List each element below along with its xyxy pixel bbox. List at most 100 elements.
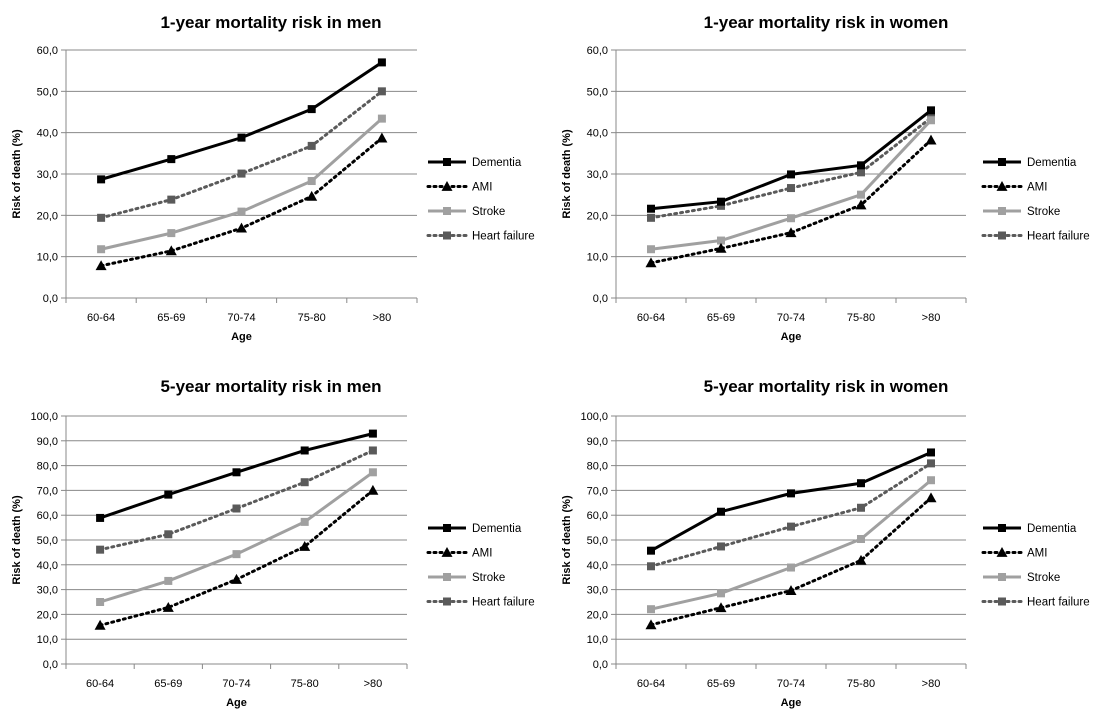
legend-entry-dementia: Dementia xyxy=(983,523,1077,535)
data-point-dementia xyxy=(96,513,105,522)
y-axis-label: Risk of death (%) xyxy=(11,495,23,585)
series-stroke xyxy=(647,476,935,614)
series-dementia xyxy=(647,448,935,555)
x-axis-label: Age xyxy=(231,331,252,343)
y-tick-label: 60,0 xyxy=(587,45,608,57)
legend-swatch-marker xyxy=(998,158,1006,166)
legend-label: Heart failure xyxy=(1027,231,1090,243)
data-point-ami xyxy=(236,222,247,233)
data-point-heart-failure xyxy=(647,562,655,571)
data-point-heart-failure xyxy=(368,446,377,455)
legend-swatch-marker xyxy=(998,231,1006,240)
data-point-stroke xyxy=(717,589,725,598)
data-point-heart-failure xyxy=(96,545,105,554)
y-tick-label: 50,0 xyxy=(37,535,58,547)
data-point-stroke xyxy=(927,116,935,125)
data-point-ami xyxy=(645,257,657,268)
legend-swatch-marker xyxy=(443,597,451,606)
x-tick-label: 60-64 xyxy=(637,312,665,324)
data-point-dementia xyxy=(368,429,377,438)
data-point-dementia xyxy=(787,170,795,179)
data-point-ami xyxy=(162,601,174,612)
legend-entry-stroke: Stroke xyxy=(983,206,1060,218)
data-point-dementia xyxy=(647,546,655,555)
x-tick-label: 65-69 xyxy=(154,678,182,690)
legend-entry-stroke: Stroke xyxy=(983,572,1060,584)
data-point-stroke xyxy=(787,563,795,572)
data-point-stroke xyxy=(787,214,795,223)
legend-label: AMI xyxy=(472,548,492,560)
legend-swatch-marker xyxy=(443,231,451,240)
y-tick-label: 0,0 xyxy=(593,659,608,671)
legend-entry-heart-failure: Heart failure xyxy=(426,231,535,243)
chart-1-year-mortality-risk-in-men: 1-year mortality risk in men 0,0 10,0 20,0 3… xyxy=(11,13,535,343)
data-point-ami xyxy=(95,260,107,271)
legend-swatch-marker xyxy=(996,181,1008,191)
data-point-stroke xyxy=(164,576,173,585)
data-point-dementia xyxy=(97,175,106,184)
series-heart-failure xyxy=(647,459,935,571)
data-point-dementia xyxy=(717,197,725,206)
y-tick-label: 40,0 xyxy=(37,560,58,572)
data-point-dementia xyxy=(307,105,316,114)
data-point-ami xyxy=(715,602,727,613)
data-point-heart-failure xyxy=(307,141,316,150)
legend-swatch-marker xyxy=(998,597,1006,606)
y-tick-label: 50,0 xyxy=(587,535,608,547)
series-stroke xyxy=(97,114,386,254)
legend-swatch-marker xyxy=(443,207,451,215)
legend-label: Dementia xyxy=(472,157,522,169)
y-tick-label: 20,0 xyxy=(37,609,58,621)
x-tick-label: 65-69 xyxy=(707,678,735,690)
y-tick-label: 60,0 xyxy=(37,45,58,57)
legend-label: Stroke xyxy=(1027,206,1060,218)
x-tick-label: >80 xyxy=(373,312,392,324)
chart-title: 5-year mortality risk in women xyxy=(704,377,949,396)
chart-1-year-mortality-risk-in-women: 1-year mortality risk in women 0,0 10,0 20,… xyxy=(561,13,1090,343)
data-point-dementia xyxy=(717,507,725,516)
data-point-stroke xyxy=(97,245,106,254)
x-tick-label: >80 xyxy=(364,678,383,690)
legend-label: Heart failure xyxy=(472,231,535,243)
data-point-dementia xyxy=(232,468,241,477)
series-ami xyxy=(95,132,388,271)
data-point-ami xyxy=(231,573,242,584)
series-ami xyxy=(94,484,379,630)
legend-swatch-marker xyxy=(998,207,1006,215)
legend-entry-dementia: Dementia xyxy=(428,157,522,169)
chart-title: 1-year mortality risk in men xyxy=(160,13,381,32)
data-point-stroke xyxy=(857,190,865,199)
x-tick-label: 65-69 xyxy=(707,312,735,324)
series-ami xyxy=(645,134,937,268)
legend: Dementia AMI Stroke Heart failure xyxy=(981,157,1090,243)
data-point-ami xyxy=(645,619,657,630)
chart-title: 5-year mortality risk in men xyxy=(160,377,381,396)
legend: Dementia AMI Stroke Heart failure xyxy=(426,523,535,609)
legend-label: Heart failure xyxy=(472,597,535,609)
x-axis-label: Age xyxy=(781,697,802,709)
data-point-heart-failure xyxy=(717,201,725,210)
y-tick-label: 10,0 xyxy=(37,634,58,646)
y-axis-label: Risk of death (%) xyxy=(11,129,23,219)
chart-5-year-mortality-risk-in-men: 5-year mortality risk in men 0,0 10,0 20,0 3… xyxy=(11,377,535,709)
x-tick-label: >80 xyxy=(922,312,941,324)
data-point-ami xyxy=(925,492,937,503)
x-tick-label: 75-80 xyxy=(298,312,326,324)
data-point-stroke xyxy=(368,468,377,477)
legend-swatch-marker xyxy=(443,158,451,166)
series-line-dementia xyxy=(100,61,383,181)
legend-label: Stroke xyxy=(1027,572,1060,584)
x-tick-label: 70-74 xyxy=(777,678,805,690)
series-heart-failure xyxy=(97,87,386,222)
y-tick-label: 70,0 xyxy=(587,485,608,497)
legend-entry-ami: AMI xyxy=(981,181,1047,194)
data-point-heart-failure xyxy=(164,530,173,539)
y-tick-label: 30,0 xyxy=(37,585,58,597)
data-point-heart-failure xyxy=(717,542,725,551)
legend-swatch-marker xyxy=(443,573,451,581)
data-point-dementia xyxy=(927,106,935,115)
data-point-heart-failure xyxy=(857,503,865,512)
data-point-heart-failure xyxy=(167,195,176,204)
data-point-stroke xyxy=(237,207,246,216)
series-stroke xyxy=(647,116,935,254)
